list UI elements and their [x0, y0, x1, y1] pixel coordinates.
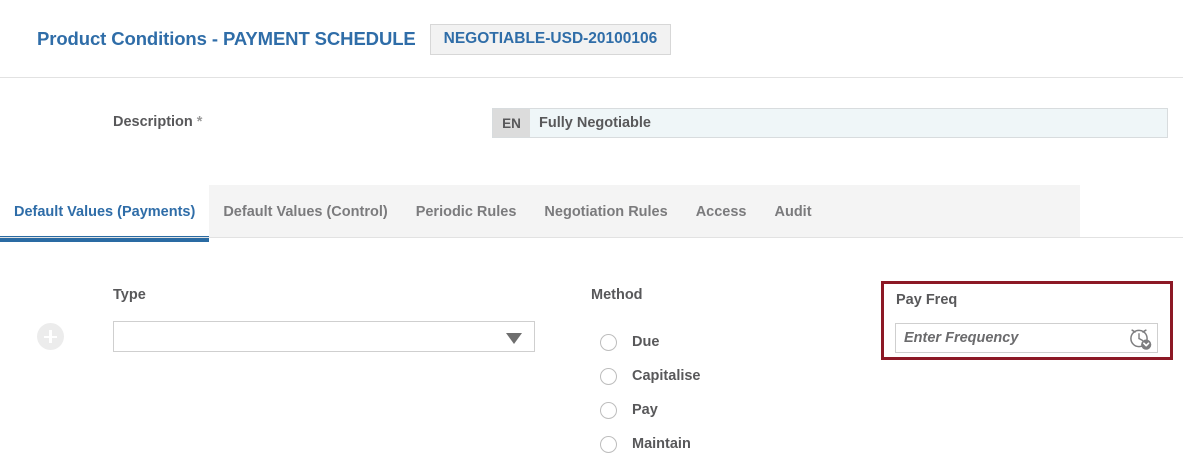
tab-negotiation-rules[interactable]: Negotiation Rules	[544, 203, 668, 220]
tab-bar-divider	[0, 237, 1183, 238]
description-label: Description *	[113, 114, 202, 130]
tab-audit[interactable]: Audit	[774, 203, 812, 220]
method-option-pay[interactable]: Pay	[600, 393, 701, 427]
tab-access[interactable]: Access	[695, 203, 747, 220]
method-radio-group: Due Capitalise Pay Maintain	[600, 325, 701, 461]
plus-icon-vertical	[49, 330, 52, 343]
method-option-maintain-label: Maintain	[632, 436, 691, 452]
tab-bar: Default Values (Payments) Default Values…	[0, 185, 1183, 243]
add-row-button[interactable]	[37, 323, 64, 350]
description-field: EN	[492, 108, 1168, 138]
description-row: Description * EN	[0, 78, 1183, 148]
tab-default-values-control[interactable]: Default Values (Control)	[223, 203, 388, 220]
pay-freq-label: Pay Freq	[896, 292, 958, 308]
radio-icon	[600, 367, 617, 385]
required-asterisk: *	[196, 114, 203, 130]
method-option-pay-label: Pay	[632, 402, 658, 418]
alarm-clock-icon[interactable]	[1127, 325, 1153, 351]
tab-default-values-payments[interactable]: Default Values (Payments)	[0, 185, 210, 242]
radio-icon	[600, 333, 617, 351]
method-option-maintain[interactable]: Maintain	[600, 427, 701, 461]
radio-icon	[600, 401, 617, 419]
description-input[interactable]	[530, 109, 1167, 137]
pay-freq-input[interactable]	[896, 329, 1127, 347]
tab-list: Default Values (Payments) Default Values…	[0, 185, 826, 242]
chevron-down-icon	[506, 333, 522, 344]
description-label-text: Description	[113, 114, 193, 130]
language-tag: EN	[493, 109, 530, 137]
type-dropdown[interactable]	[113, 321, 535, 352]
tab-periodic-rules[interactable]: Periodic Rules	[415, 203, 517, 220]
page-header: Product Conditions - PAYMENT SCHEDULE NE…	[0, 0, 1183, 78]
type-label: Type	[113, 287, 146, 303]
product-code-badge: NEGOTIABLE-USD-20100106	[429, 24, 672, 55]
pay-freq-highlight-box: Pay Freq	[881, 281, 1173, 360]
page-title: Product Conditions - PAYMENT SCHEDULE	[37, 28, 416, 50]
page-header-content: Product Conditions - PAYMENT SCHEDULE NE…	[37, 24, 672, 55]
method-option-due-label: Due	[632, 334, 660, 350]
pay-freq-field	[895, 323, 1158, 353]
method-label: Method	[591, 287, 643, 303]
radio-icon	[600, 435, 617, 453]
method-option-due[interactable]: Due	[600, 325, 701, 359]
method-option-capitalise-label: Capitalise	[632, 368, 701, 384]
method-option-capitalise[interactable]: Capitalise	[600, 359, 701, 393]
